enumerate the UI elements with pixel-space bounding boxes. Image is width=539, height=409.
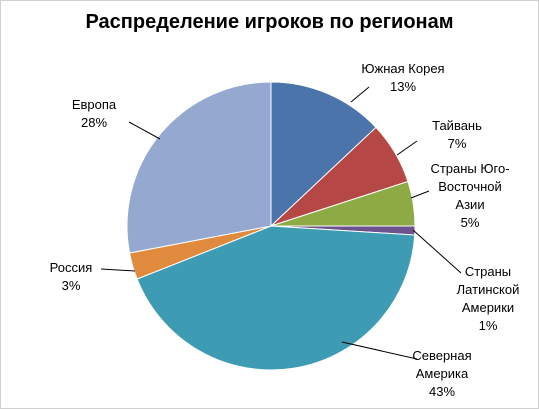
leader-line (410, 190, 430, 199)
pie-slice (126, 81, 272, 254)
slice-data-label: Россия 3% (50, 260, 93, 293)
slice-data-label: Страны Юго-Восточной Азии 5% (430, 161, 509, 230)
slice-data-label: Тайвань 7% (432, 118, 482, 151)
slice-data-label: Южная Корея 13% (361, 61, 444, 94)
leader-line (350, 86, 370, 103)
slice-data-label: Европа 28% (72, 97, 117, 130)
leader-line (100, 268, 136, 272)
pie-slice (136, 225, 416, 371)
leader-line (396, 140, 418, 156)
leader-line (412, 229, 462, 274)
chart-title: Распределение игроков по регионам (85, 11, 454, 33)
leader-line (341, 341, 418, 360)
slice-data-label: Страны Латинской Америки 1% (457, 264, 520, 333)
slice-data-label: Северная Америка 43% (412, 348, 471, 399)
leader-line (128, 121, 161, 140)
pie-slice (270, 81, 377, 228)
